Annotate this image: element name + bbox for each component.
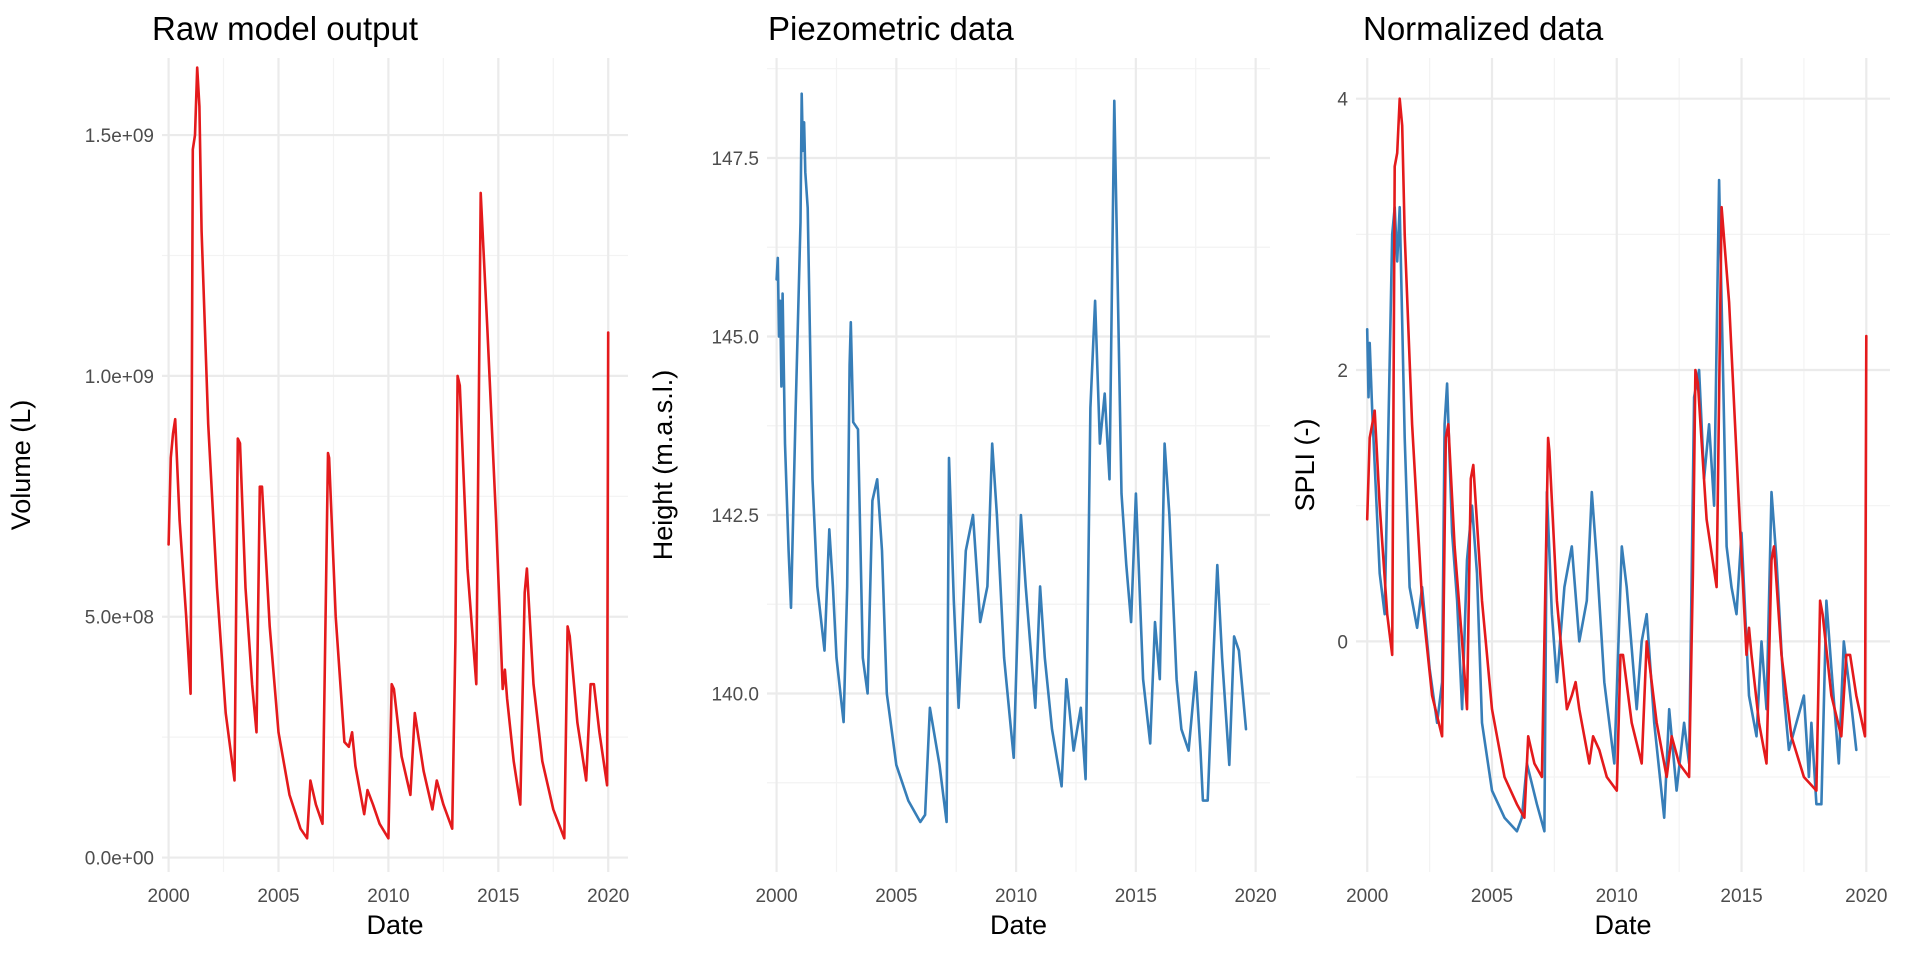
y-tick-label: 142.5 [711, 506, 759, 527]
x-tick-label: 2010 [995, 886, 1037, 907]
series-line-blue [775, 92, 1248, 824]
y-tick-label: 140.0 [711, 684, 759, 705]
y-tick-label: 2 [1337, 361, 1348, 382]
y-axis-title: SPLI (-) [1290, 418, 1320, 511]
y-tick-label: 1.0e+09 [85, 367, 154, 388]
y-tick-label: 147.5 [711, 149, 759, 170]
x-tick-label: 2010 [1596, 886, 1638, 907]
x-tick-label: 2005 [1471, 886, 1513, 907]
y-tick-label: 0.0e+00 [85, 849, 154, 870]
y-axis-title: Volume (L) [6, 400, 36, 531]
panel-title: Normalized data [1363, 10, 1604, 47]
x-axis-title: Date [990, 910, 1047, 940]
x-axis-title: Date [1594, 910, 1651, 940]
x-tick-label: 2005 [257, 886, 299, 907]
x-tick-label: 2020 [1845, 886, 1887, 907]
x-tick-label: 2020 [587, 886, 629, 907]
panel-norm: 2000 2005 2010 2015 2020 0 2 4 Date SPLI (-) Norma… [1290, 10, 1890, 940]
y-tick-label: 145.0 [711, 327, 759, 348]
y-tick-label: 1.5e+09 [85, 126, 154, 147]
series-line-red [1365, 97, 1868, 820]
panel-title: Raw model output [152, 10, 418, 47]
x-tick-label: 2000 [147, 886, 189, 907]
panel-title: Piezometric data [768, 10, 1014, 47]
panel-piezo: 2000 2005 2010 2015 2020 140.0 142.5 145.0 147.5… [648, 10, 1277, 940]
panel-raw: 2000 2005 2010 2015 2020 0.0e+00 5.0e+08 1.0e+0… [6, 10, 629, 940]
x-axis-title: Date [366, 910, 423, 940]
x-tick-label: 2015 [477, 886, 519, 907]
y-tick-label: 0 [1337, 632, 1348, 653]
x-tick-label: 2000 [755, 886, 797, 907]
y-tick-label: 5.0e+08 [85, 608, 154, 629]
x-tick-label: 2015 [1115, 886, 1157, 907]
x-tick-label: 2010 [367, 886, 409, 907]
y-tick-label: 4 [1337, 90, 1348, 111]
y-axis-title: Height (m.a.s.l.) [648, 370, 678, 561]
x-tick-label: 2005 [875, 886, 917, 907]
series-line-red [167, 66, 610, 840]
x-tick-label: 2020 [1234, 886, 1276, 907]
x-tick-label: 2000 [1346, 886, 1388, 907]
x-tick-label: 2015 [1720, 886, 1762, 907]
